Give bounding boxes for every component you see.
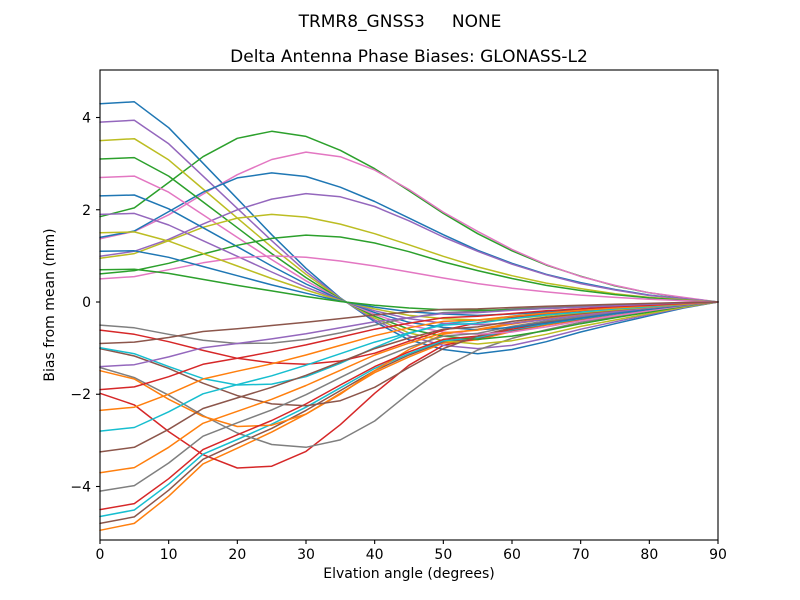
series-line-line-08: [99, 301, 719, 449]
y-tick-label: 4: [82, 111, 91, 127]
x-tick-label: 80: [640, 547, 658, 563]
y-tick-label: 0: [82, 295, 91, 311]
x-tick-label: 20: [228, 547, 246, 563]
x-tick-label: 60: [503, 547, 521, 563]
axes-ticks: 0 10 20 30 40 50 60 70 80 90 −4 −2 0 2 4: [70, 111, 727, 563]
x-tick-label: 50: [434, 547, 452, 563]
series-line-line-01: [99, 101, 719, 355]
axes-title: Delta Antenna Phase Biases: GLONASS-L2: [230, 47, 588, 67]
x-tick-label: 10: [160, 547, 178, 563]
series-line-line-18: [99, 301, 719, 492]
x-tick-label: 0: [96, 547, 105, 563]
x-tick-label: 40: [366, 547, 384, 563]
series-line-line-13: [99, 156, 719, 341]
series-line-line-07: [99, 151, 719, 303]
x-tick-label: 70: [572, 547, 590, 563]
y-tick-label: −2: [70, 387, 91, 403]
series-line-line-17: [99, 175, 719, 336]
y-tick-label: −4: [70, 479, 91, 495]
axes-spines: [99, 69, 719, 541]
series-line-line-15: [99, 192, 719, 303]
y-axis-label: Bias from mean (mm): [42, 228, 58, 381]
y-tick-label: 2: [82, 203, 91, 219]
figure-suptitle: TRMR8_GNSS3 NONE: [298, 12, 502, 32]
series-line-line-36: [99, 301, 719, 345]
series-line-line-30: [99, 301, 719, 432]
x-tick-label: 90: [709, 547, 727, 563]
series-line-line-29: [99, 231, 719, 321]
series-line-line-34: [99, 301, 719, 391]
series-line-line-35: [99, 301, 719, 368]
x-axis-label: Elvation angle (degrees): [323, 566, 494, 582]
series-line-line-21: [99, 194, 719, 331]
axes-frame: [99, 69, 719, 541]
x-tick-label: 30: [297, 547, 315, 563]
series-line-line-05: [99, 119, 719, 350]
series-line-line-27: [99, 255, 719, 303]
plot-area: [99, 101, 719, 532]
series-line-line-32: [99, 301, 719, 412]
series-line-line-25: [99, 212, 719, 326]
